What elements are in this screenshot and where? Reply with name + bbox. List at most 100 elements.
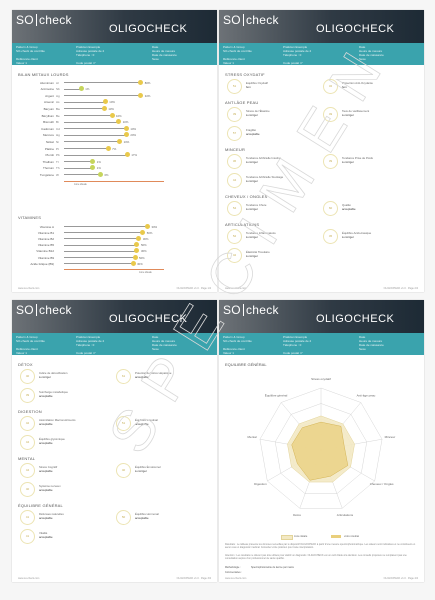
indicator-name: Équilibre glycémique <box>39 437 65 441</box>
vitamin-value: 30% <box>142 236 149 241</box>
metal-symbol: Ni <box>56 139 59 144</box>
indicator-name: Surcharge métabolique <box>39 390 68 394</box>
metal-marker <box>123 125 129 131</box>
vitamin-name: Vitamine A <box>39 224 54 229</box>
metal-marker <box>109 112 115 118</box>
vitamin-value: 50% <box>140 243 147 248</box>
indicator-circle: 45 <box>323 229 338 244</box>
indicator-name: Tendance Prise de Poids <box>342 156 373 160</box>
metal-symbol: W <box>56 172 59 177</box>
logo-right: check <box>245 303 279 317</box>
indicator-status: à corriger <box>246 253 258 258</box>
metal-marker <box>101 105 107 111</box>
logo-divider <box>35 304 37 316</box>
comments-label: Commentaires : <box>225 571 242 574</box>
indicator-label: Équilibre Hormonal acceptable <box>135 512 179 520</box>
metal-name: Plomb <box>45 153 54 158</box>
report-page-4: SO check OLIGOCHECK Pattern & Group SO-chec… <box>219 300 424 582</box>
indicator-status: à corriger <box>135 468 147 473</box>
indicator-name: Stress Cognitif <box>39 465 58 469</box>
indicator-label: Équilibre Intestinal acceptable <box>135 418 179 426</box>
vitamin-name: Vitamine B1 <box>37 230 54 235</box>
indicator-name: Qualité <box>342 203 351 207</box>
indicator-value: 51 <box>121 421 126 425</box>
vitamin-name: Vitamine B9 <box>37 255 54 260</box>
indicator-label: Équilibre glycémique acceptable <box>39 437 83 445</box>
indicator-circle: 57 <box>227 126 242 141</box>
footer-right: OLIGOCHECK v1.0 · Page 2/4 <box>383 287 418 290</box>
footer-right: OLIGOCHECK v1.0 · Page 4/4 <box>383 577 418 580</box>
metal-marker <box>97 171 103 177</box>
indicator-value: 45 <box>328 234 333 238</box>
indicator-label: Stress Cognitif acceptable <box>39 465 83 473</box>
practitioner-info: Praticien Exemple Adresse postale de 2 T… <box>283 45 312 65</box>
metal-marker <box>90 165 96 171</box>
logo-right: check <box>38 13 72 27</box>
metal-symbol: Pb <box>56 153 60 158</box>
report-header: SO check OLIGOCHECK Pattern & Group SO-chec… <box>12 300 217 355</box>
disclaimer-2: Attention : Les résultats ne doivent pas… <box>225 554 407 561</box>
report-page-3: SO check OLIGOCHECK Pattern & Group SO-chec… <box>12 300 217 582</box>
metal-marker <box>138 79 144 85</box>
metal-value: 20% <box>130 133 136 138</box>
indicator-name: Tendance Artificielle Insuline <box>246 156 282 160</box>
indicator-label: Equilibre Oxydatif bon <box>246 81 290 89</box>
vitamin-value: 30% <box>140 249 147 254</box>
indicator-name: Potentiel de Détox Hépatique <box>135 371 172 375</box>
metal-name: Thallium <box>42 159 54 164</box>
metal-name: Aluminium <box>39 80 54 85</box>
metal-name: Nickel <box>45 139 54 144</box>
vitamin-line <box>64 232 143 233</box>
radar-axis-label: Minceur <box>385 435 396 439</box>
footer-left: www.so-check.com <box>225 577 247 580</box>
metal-name: Tungstène <box>39 172 54 177</box>
indicator-name: Assimilation Macronutriments <box>39 418 76 422</box>
radar-axis-label: Stress oxydatif <box>311 377 331 381</box>
header-band <box>219 43 424 65</box>
logo-right: check <box>38 303 72 317</box>
indicator-label: Équilibre Émotionnel à corriger <box>135 465 179 473</box>
indicator-status: à corriger <box>342 159 354 164</box>
metal-value: 13% <box>108 106 114 111</box>
indicator-value: 50 <box>121 515 126 519</box>
metal-name: Béryllium <box>41 113 54 118</box>
indicator-label: Défenses naturelles acceptable <box>39 512 83 520</box>
legend-swatch-ideal <box>281 535 293 540</box>
vitamin-marker <box>140 229 146 235</box>
metal-marker <box>117 138 123 144</box>
metal-name: Platine <box>44 146 54 151</box>
indicator-label: Fragilité acceptable <box>246 128 290 136</box>
metal-name: Baryum <box>43 106 54 111</box>
indicator-label: Indice de détoxification à corriger <box>39 371 83 379</box>
indicator-value: 41 <box>25 515 30 519</box>
legend-label-result: votre résultat <box>344 535 359 538</box>
indicator-value: 39 <box>232 112 237 116</box>
metal-name: Bismuth <box>43 120 54 125</box>
vitamin-marker <box>134 242 140 248</box>
indicator-name: Protection Anti-Oxydante <box>342 81 373 85</box>
indicator-circle: 42 <box>227 248 242 263</box>
indicator-circle: 42 <box>20 416 35 431</box>
indicator-status: à corriger <box>342 234 354 239</box>
metal-line <box>64 141 120 143</box>
indicator-label: Assimilation Macronutriments acceptable <box>39 418 83 426</box>
indicator-circle: 54 <box>227 201 242 216</box>
indicator-name: Vitalité <box>39 531 48 535</box>
section-title: DÉTOX <box>18 362 33 367</box>
indicator-status: à corriger <box>246 112 258 117</box>
metal-line <box>64 82 141 83</box>
logo-divider <box>242 14 244 26</box>
report-header: SO check OLIGOCHECK Pattern & Group SO-chec… <box>219 300 424 355</box>
indicator-circle: 44 <box>20 435 35 450</box>
metal-symbol: Ag <box>56 93 60 98</box>
header-band <box>12 333 217 355</box>
metal-marker <box>90 158 96 164</box>
indicator-label: Tendance Inflammatoire à corriger <box>246 231 290 239</box>
indicator-status: à corriger <box>246 234 258 239</box>
indicator-circle: 60 <box>323 201 338 216</box>
indicator-circle: 41 <box>20 510 35 525</box>
patient-info: Pattern & Group SO-check de contrôle Réf… <box>16 335 45 355</box>
metal-value: 1% <box>96 159 101 164</box>
metal-name: Antimoine <box>40 87 54 92</box>
vitamin-line <box>64 257 136 258</box>
